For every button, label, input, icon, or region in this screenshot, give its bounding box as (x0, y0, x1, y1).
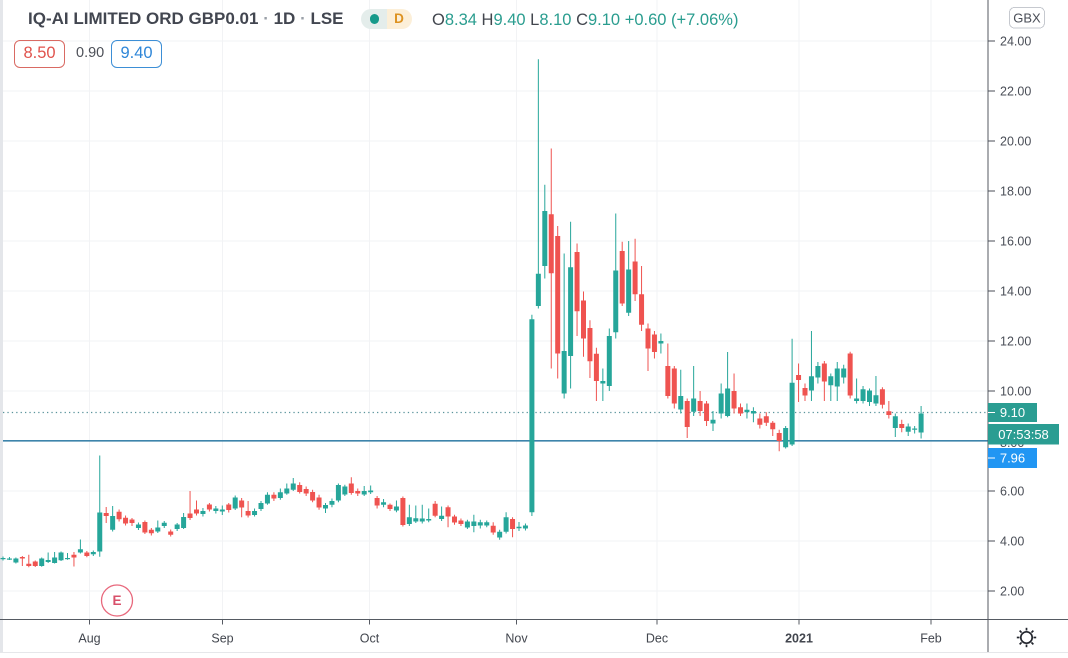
svg-text:14.00: 14.00 (1000, 284, 1031, 298)
svg-text:22.00: 22.00 (1000, 84, 1031, 98)
svg-text:10.00: 10.00 (1000, 384, 1031, 398)
svg-text:16.00: 16.00 (1000, 234, 1031, 248)
svg-text:Dec: Dec (646, 632, 668, 646)
svg-text:4.00: 4.00 (1000, 534, 1024, 548)
svg-text:24.00: 24.00 (1000, 34, 1031, 48)
svg-text:6.00: 6.00 (1000, 484, 1024, 498)
svg-text:GBX: GBX (1013, 11, 1041, 26)
svg-text:Feb: Feb (920, 632, 942, 646)
svg-text:12.00: 12.00 (1000, 334, 1031, 348)
svg-text:7.96: 7.96 (1000, 451, 1025, 466)
svg-text:2.00: 2.00 (1000, 584, 1024, 598)
svg-text:9.10: 9.10 (1000, 405, 1025, 420)
svg-text:Sep: Sep (211, 632, 233, 646)
svg-text:2021: 2021 (785, 632, 813, 646)
svg-text:Oct: Oct (360, 632, 380, 646)
svg-text:Nov: Nov (505, 632, 528, 646)
svg-text:18.00: 18.00 (1000, 184, 1031, 198)
svg-text:07:53:58: 07:53:58 (998, 427, 1049, 442)
svg-text:Aug: Aug (78, 632, 100, 646)
svg-text:E: E (112, 593, 121, 608)
svg-text:20.00: 20.00 (1000, 134, 1031, 148)
